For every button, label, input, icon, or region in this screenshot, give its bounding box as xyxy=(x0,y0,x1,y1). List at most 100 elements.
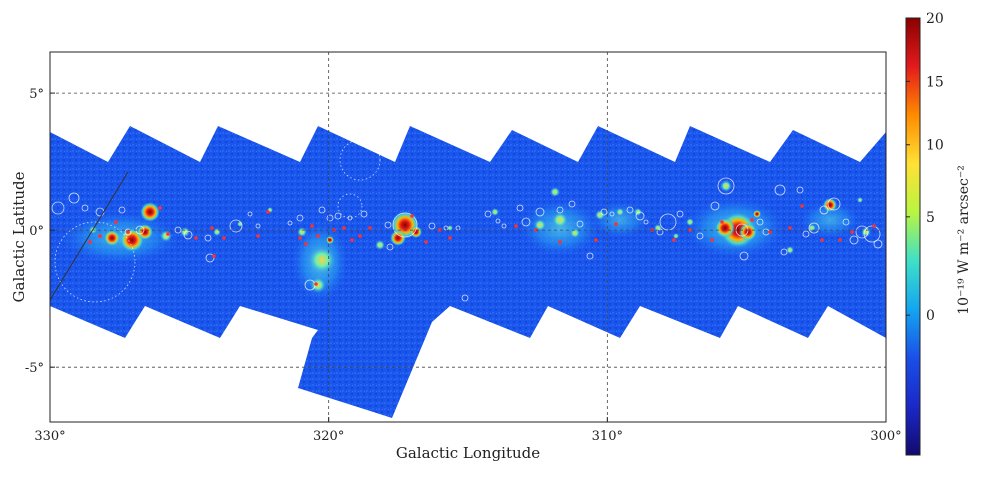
source-circle xyxy=(635,211,645,221)
source-circle xyxy=(428,222,436,230)
source-marker xyxy=(368,226,372,230)
source-marker xyxy=(720,220,724,224)
coordinate-grid xyxy=(50,52,886,422)
emission-region xyxy=(616,208,624,216)
colorbar-tick-label: 15 xyxy=(926,74,944,90)
source-marker xyxy=(266,210,270,214)
y-axis-ticks: 5° 0° -5° xyxy=(25,87,55,376)
source-marker xyxy=(256,234,260,238)
colorbar-tick-label: 10 xyxy=(926,138,944,154)
x-tick-label: 300° xyxy=(870,429,901,444)
source-circle xyxy=(855,225,869,239)
source-circle xyxy=(756,218,764,226)
source-marker xyxy=(342,226,346,230)
x-axis-ticks: 330° 320° 310° 300° xyxy=(34,417,902,444)
emission-region xyxy=(634,208,642,216)
emission-region xyxy=(104,230,120,246)
source-circle xyxy=(318,206,326,214)
emission-region xyxy=(326,236,334,244)
source-marker xyxy=(304,242,308,246)
emission-region xyxy=(390,230,406,246)
source-circle xyxy=(118,206,126,214)
source-circle xyxy=(586,252,594,260)
source-circle xyxy=(643,219,649,225)
emission-region xyxy=(447,225,453,231)
source-marker xyxy=(710,238,714,242)
large-dotted-circle xyxy=(54,221,136,303)
large-dotted-circle xyxy=(337,193,363,219)
large-dotted-circle xyxy=(339,139,381,181)
source-circle xyxy=(863,225,881,243)
source-marker xyxy=(750,218,754,222)
source-marker xyxy=(88,240,92,244)
source-marker xyxy=(222,236,226,240)
source-circle xyxy=(556,206,564,214)
source-circle xyxy=(495,218,501,224)
source-circle xyxy=(461,294,469,302)
emission-region xyxy=(550,187,560,197)
source-marker xyxy=(210,226,214,230)
emission-region xyxy=(552,212,568,228)
emission-region xyxy=(786,246,794,254)
source-marker xyxy=(614,222,618,226)
x-tick-label: 330° xyxy=(34,429,65,444)
source-circle xyxy=(842,218,850,226)
emission-region xyxy=(213,228,221,236)
emission-region xyxy=(673,233,679,239)
source-circle xyxy=(68,192,80,204)
source-circle xyxy=(568,200,576,208)
source-circle xyxy=(696,232,704,240)
y-axis-title: Galactic Latitude xyxy=(10,171,28,302)
source-marker xyxy=(358,234,362,238)
source-circle xyxy=(392,212,418,238)
emission-region xyxy=(140,202,160,222)
source-circle xyxy=(287,220,293,226)
source-marker xyxy=(316,234,320,238)
source-circle xyxy=(205,253,215,263)
source-circle xyxy=(326,214,334,222)
source-circle xyxy=(739,251,749,261)
source-circle xyxy=(774,184,786,196)
source-circle xyxy=(247,211,253,217)
source-marker xyxy=(872,224,876,228)
emission-region xyxy=(137,224,153,240)
source-circle xyxy=(676,210,684,218)
source-circle xyxy=(501,223,507,229)
source-circle xyxy=(656,228,664,236)
colorbar: 20 15 10 5 0 10⁻¹⁹ W m⁻² arcsec⁻² xyxy=(905,11,972,456)
survey-edge-line xyxy=(50,171,129,301)
x-axis-title: Galactic Longitude xyxy=(396,444,540,462)
source-marker xyxy=(838,238,842,242)
x-tick-label: 320° xyxy=(313,429,344,444)
source-circle xyxy=(334,212,342,220)
source-marker xyxy=(166,232,170,236)
source-circle xyxy=(384,221,392,229)
source-marker xyxy=(820,238,824,242)
source-circle xyxy=(174,226,182,234)
source-marker xyxy=(558,240,562,244)
source-marker xyxy=(594,238,598,242)
source-circle xyxy=(873,239,883,249)
emission-region xyxy=(534,219,546,231)
source-circle xyxy=(609,211,615,217)
source-marker xyxy=(126,230,130,234)
colorbar-tick-label: 0 xyxy=(926,308,935,324)
source-circle xyxy=(780,248,788,256)
axes-frame xyxy=(49,51,887,423)
survey-strip xyxy=(50,126,886,418)
source-marker xyxy=(768,230,772,234)
source-circle xyxy=(802,230,810,238)
source-circle xyxy=(808,222,820,234)
source-circle xyxy=(204,234,212,242)
emission-region xyxy=(570,228,580,238)
colorbar-tick-label: 20 xyxy=(926,11,944,27)
source-circle xyxy=(521,217,531,227)
emission-region xyxy=(410,226,422,238)
source-circle xyxy=(386,243,394,251)
source-circle xyxy=(51,201,65,215)
source-marker xyxy=(310,224,314,228)
source-marker xyxy=(158,206,162,210)
source-circle xyxy=(626,206,634,214)
